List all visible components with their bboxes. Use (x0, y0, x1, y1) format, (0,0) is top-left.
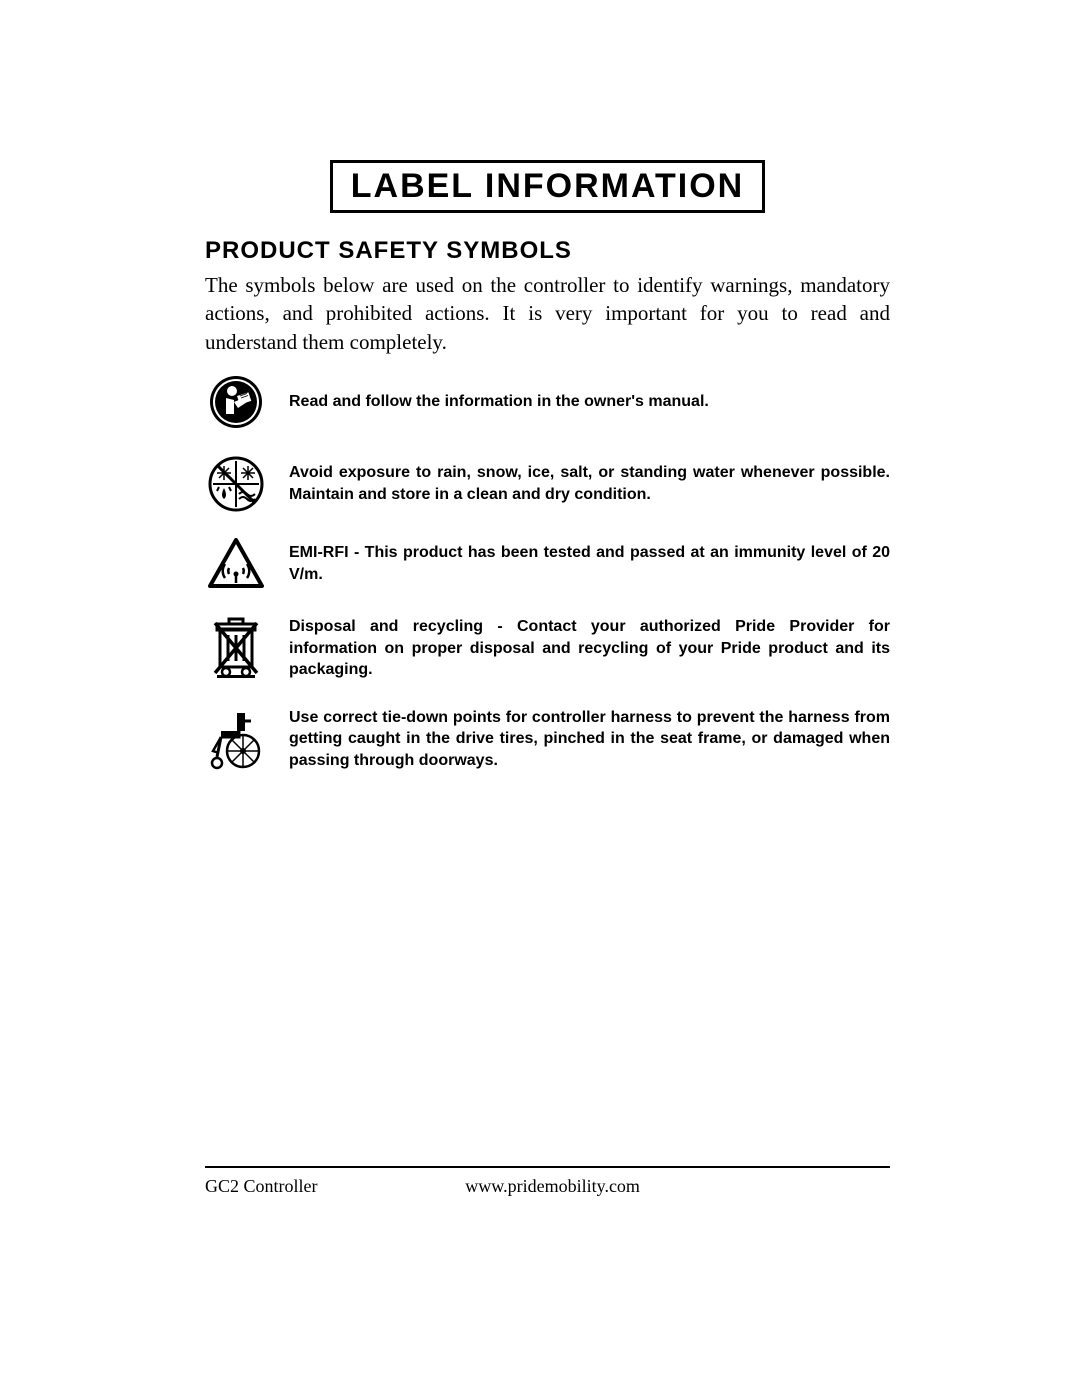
symbol-row: Avoid exposure to rain, snow, ice, salt,… (205, 456, 890, 512)
symbol-text: Avoid exposure to rain, snow, ice, salt,… (289, 462, 890, 505)
symbol-text: EMI-RFI - This product has been tested a… (289, 542, 890, 585)
emi-rfi-icon (205, 538, 267, 590)
page-footer: GC2 Controller www.pridemobility.com (205, 1166, 890, 1197)
document-page: LABEL INFORMATION PRODUCT SAFETY SYMBOLS… (0, 0, 1080, 772)
page-title: LABEL INFORMATION (351, 167, 745, 206)
avoid-water-icon (205, 456, 267, 512)
symbol-text: Disposal and recycling - Contact your au… (289, 616, 890, 681)
symbol-row: Disposal and recycling - Contact your au… (205, 616, 890, 681)
tiedown-icon (205, 707, 267, 771)
footer-left: GC2 Controller (205, 1176, 465, 1197)
symbol-row: Use correct tie-down points for controll… (205, 707, 890, 772)
section-subtitle: PRODUCT SAFETY SYMBOLS (205, 237, 890, 265)
symbol-text: Read and follow the information in the o… (289, 391, 890, 413)
intro-paragraph: The symbols below are used on the contro… (205, 271, 890, 356)
symbol-row: EMI-RFI - This product has been tested a… (205, 538, 890, 590)
disposal-icon (205, 617, 267, 679)
footer-center: www.pridemobility.com (465, 1176, 890, 1197)
title-container: LABEL INFORMATION (205, 160, 890, 237)
symbol-row: Read and follow the information in the o… (205, 374, 890, 430)
read-manual-icon (205, 374, 267, 430)
symbol-text: Use correct tie-down points for controll… (289, 707, 890, 772)
title-box: LABEL INFORMATION (330, 160, 766, 213)
